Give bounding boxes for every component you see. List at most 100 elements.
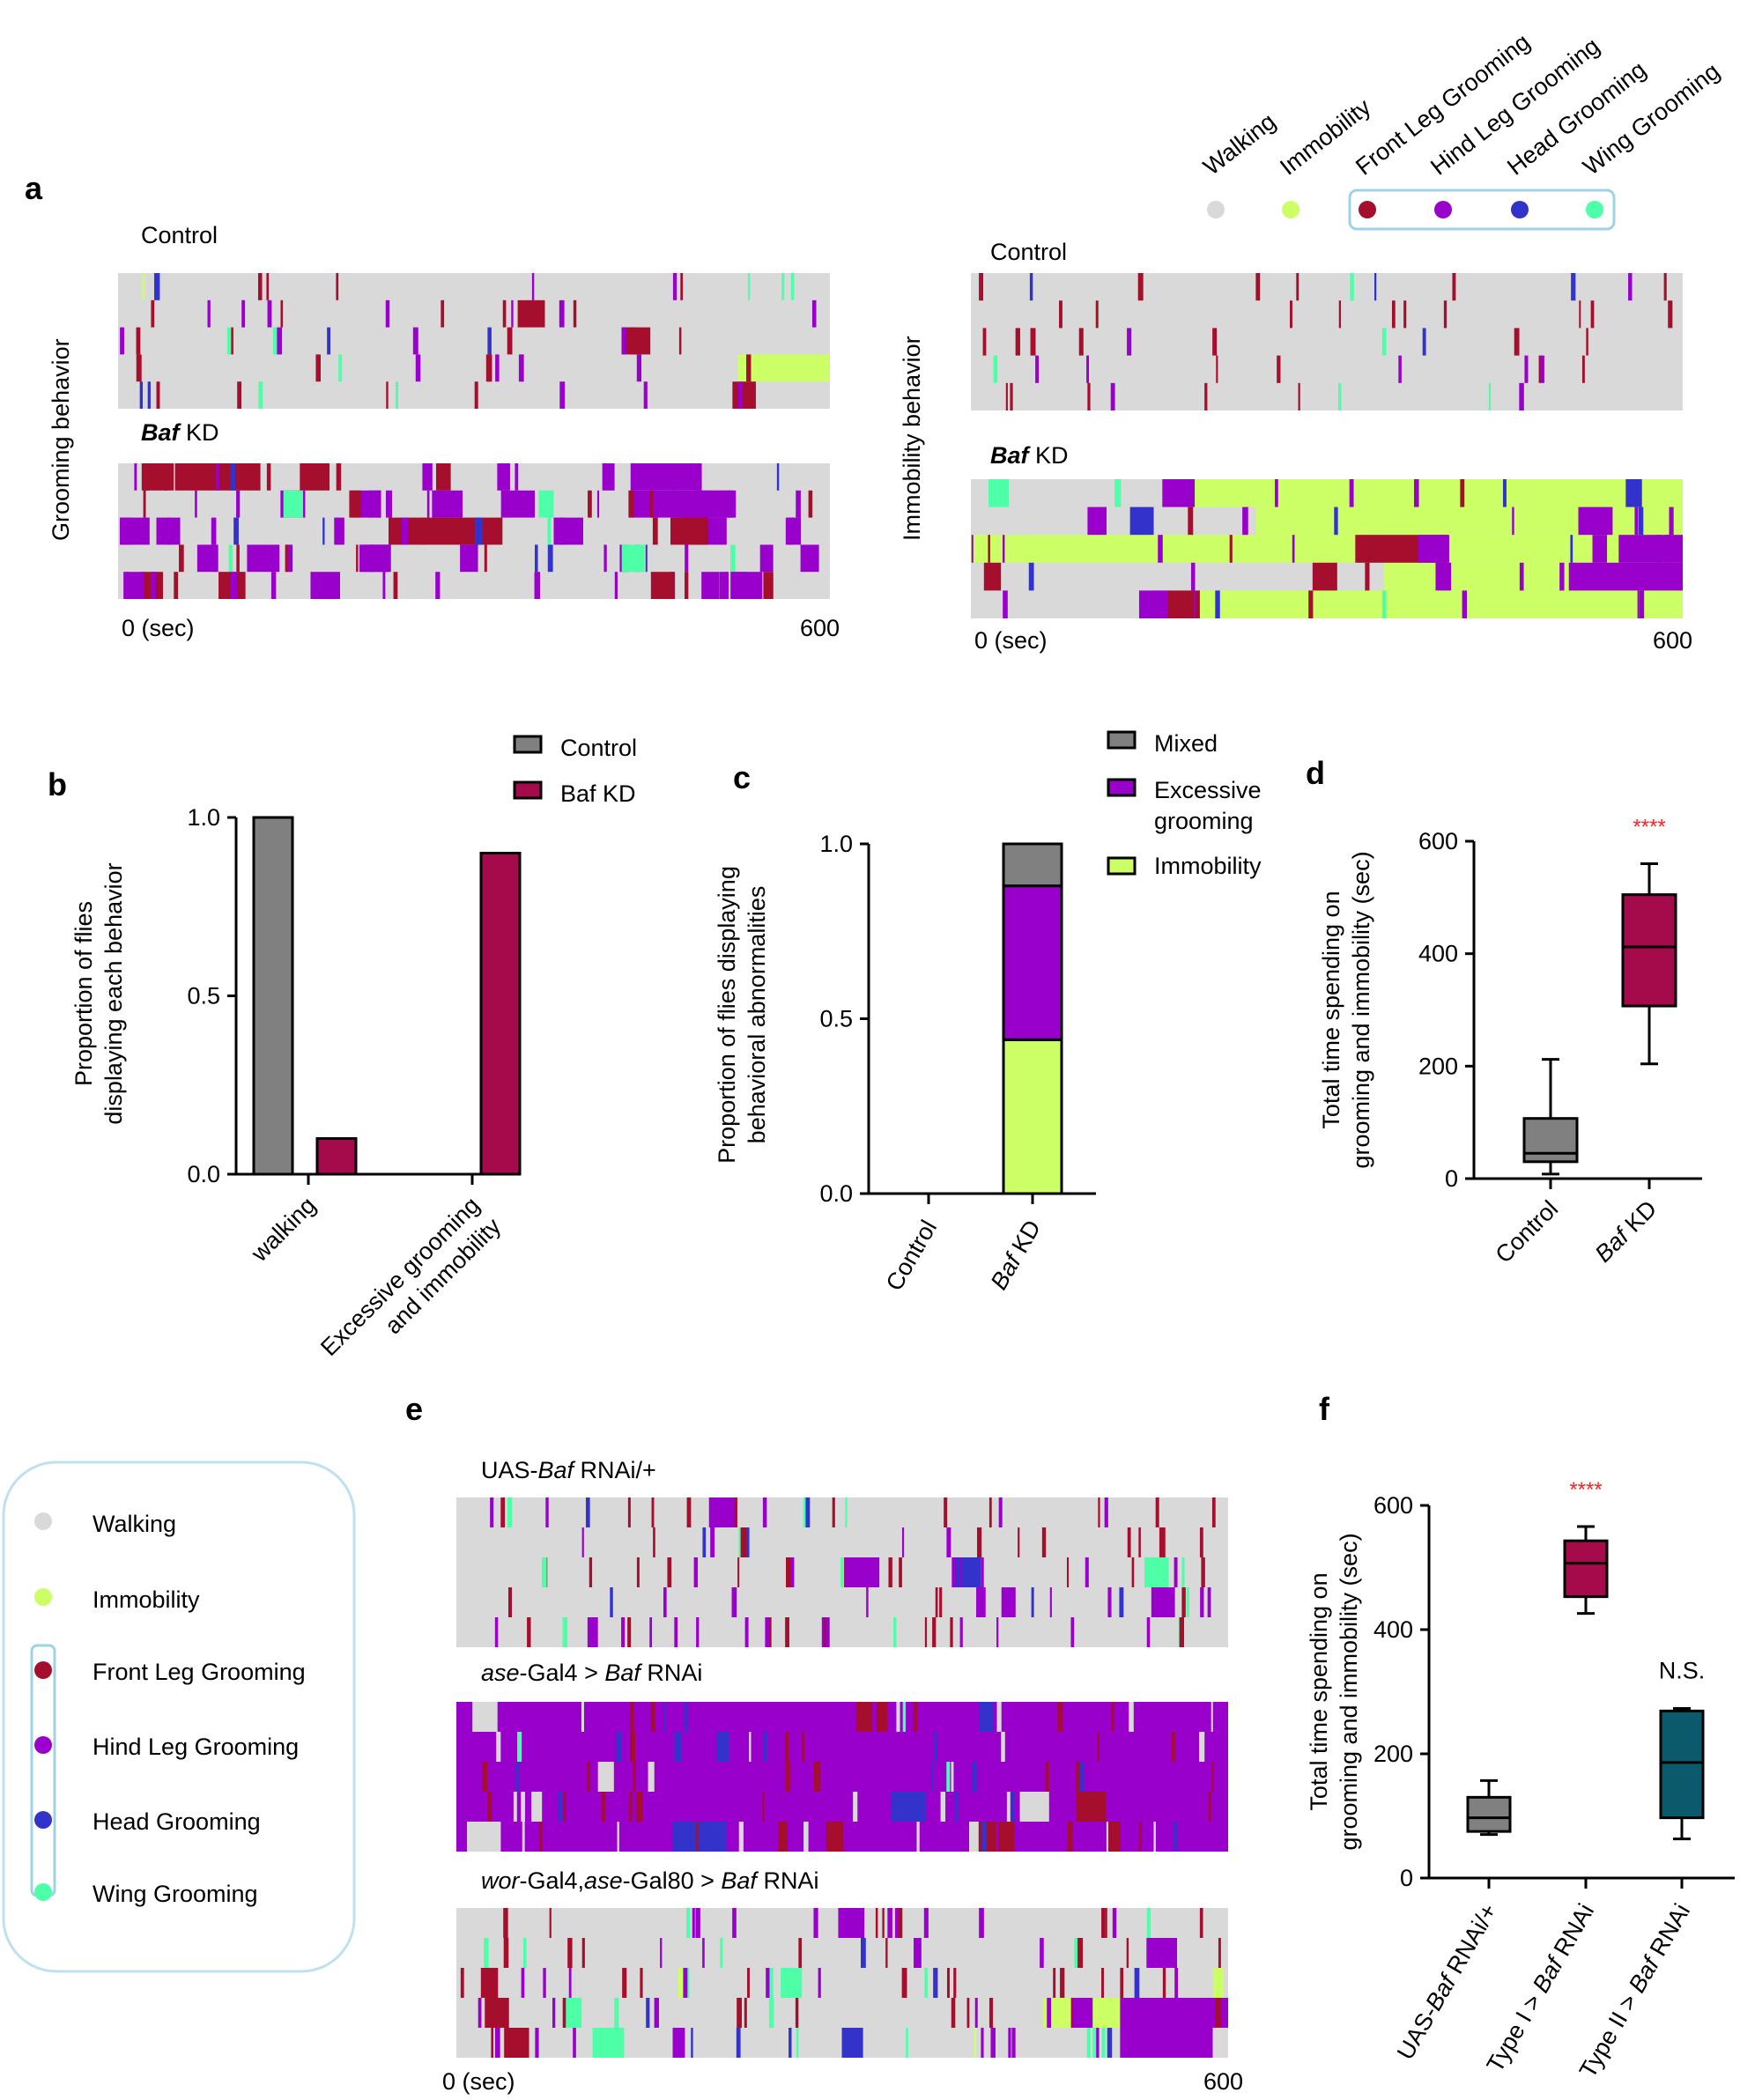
- d-x-label-baf: Baf KD: [1590, 1195, 1662, 1268]
- b-y-tick-label: 0.0: [187, 1161, 220, 1187]
- c-bar-grooming: [1002, 884, 1063, 1041]
- e-label-2-it2: Baf: [604, 1660, 642, 1686]
- raster-event: [1435, 562, 1452, 591]
- raster-a-right-control: [971, 273, 1683, 410]
- raster-event: [805, 1497, 811, 1527]
- raster-event: [1638, 507, 1644, 536]
- raster-event: [1106, 1822, 1108, 1852]
- raster-event: [1242, 507, 1248, 536]
- raster-event: [841, 2028, 863, 2058]
- raster-event: [1076, 1792, 1107, 1822]
- raster-event: [280, 299, 284, 328]
- c-legend-swatch-immobility: [1107, 856, 1137, 876]
- side-dot-walking: [34, 1512, 52, 1530]
- e-label-1-post: RNAi/+: [574, 1457, 656, 1483]
- e-label-2-it1: ase: [481, 1660, 520, 1686]
- raster-event: [1010, 382, 1013, 410]
- raster-event: [478, 1998, 482, 2028]
- raster-event: [134, 463, 137, 491]
- raster-event: [932, 1617, 937, 1647]
- c-bar-immobility: [1002, 1038, 1063, 1195]
- raster-event: [861, 1938, 866, 1968]
- raster-event: [702, 1938, 705, 1968]
- raster-event: [508, 1587, 512, 1617]
- raster-event: [1045, 1762, 1049, 1792]
- raster-event: [838, 1908, 865, 1938]
- raster-event: [1149, 1998, 1162, 2028]
- raster-event: [840, 1557, 844, 1587]
- c-y-tick-label: 0.0: [819, 1180, 853, 1207]
- raster-event: [1114, 479, 1122, 507]
- raster-event: [645, 544, 648, 573]
- raster-event: [630, 1702, 634, 1732]
- raster-event: [622, 1968, 627, 1998]
- raster-event: [710, 1527, 715, 1557]
- raster-event: [951, 1557, 956, 1587]
- raster-event: [553, 517, 583, 545]
- a-left-control-label: Control: [141, 222, 218, 248]
- e-label-3-post: RNAi: [757, 1867, 819, 1894]
- legend-grooming-box: [1348, 189, 1616, 231]
- raster-event: [934, 1732, 937, 1762]
- raster-event: [990, 2028, 996, 2058]
- raster-event: [663, 1587, 667, 1617]
- raster-event: [988, 1998, 994, 2028]
- raster-event: [441, 299, 445, 328]
- raster-event: [1634, 507, 1639, 536]
- raster-event: [1174, 1557, 1178, 1587]
- raster-event: [484, 544, 487, 573]
- raster-event: [515, 463, 519, 491]
- raster-event: [485, 1998, 509, 2028]
- raster-event: [356, 544, 359, 573]
- raster-event: [516, 1732, 522, 1762]
- side-label-front-leg: Front Leg Grooming: [93, 1659, 306, 1685]
- raster-event: [283, 490, 304, 518]
- c-legend-swatch-mixed: [1107, 730, 1137, 750]
- raster-event: [724, 572, 729, 599]
- raster-event: [735, 1497, 737, 1527]
- raster-event: [195, 490, 197, 518]
- raster-event: [1075, 1762, 1081, 1792]
- raster-event: [1003, 590, 1008, 618]
- raster-event: [747, 1968, 750, 1998]
- raster-event: [139, 381, 144, 409]
- c-legend-label-immobility: Immobility: [1154, 853, 1262, 879]
- legend-dot-immobility: [1282, 201, 1299, 218]
- raster-event: [179, 544, 184, 573]
- raster-event: [1138, 1822, 1142, 1852]
- raster-event: [646, 1998, 650, 2028]
- raster-event: [1094, 2028, 1100, 2058]
- b-ylabel-1: Proportion of flies: [70, 901, 97, 1086]
- raster-event: [901, 1527, 905, 1557]
- raster-event: [640, 1968, 643, 1998]
- raster-event: [763, 1732, 767, 1762]
- raster-event: [336, 517, 344, 545]
- b-y-tick-label: 1.0: [187, 804, 220, 831]
- raster-event: [1669, 507, 1674, 536]
- raster-block: [1568, 562, 1683, 591]
- raster-a-right-control-events: [979, 273, 1673, 410]
- raster-event: [590, 1762, 596, 1792]
- raster-event: [504, 2028, 529, 2058]
- raster-event: [667, 1557, 672, 1587]
- raster-event: [946, 1968, 950, 1998]
- raster-event: [1127, 328, 1132, 356]
- raster-event: [522, 1822, 525, 1852]
- raster-event: [231, 572, 238, 599]
- raster-event: [1200, 1587, 1204, 1617]
- raster-event: [1579, 300, 1581, 329]
- raster-event: [588, 490, 592, 518]
- raster-event: [746, 1822, 761, 1852]
- raster-event: [1289, 300, 1292, 329]
- b-legend-swatch-baf: [513, 780, 543, 800]
- raster-event: [1041, 1527, 1047, 1557]
- a-left-baf-label: Baf KD: [141, 419, 219, 446]
- e-label-3-mid1: -Gal4,: [520, 1867, 585, 1894]
- raster-event: [983, 562, 1002, 591]
- raster-event: [1452, 273, 1456, 301]
- raster-event: [680, 273, 684, 300]
- raster-event: [1129, 1702, 1134, 1732]
- raster-event: [1086, 355, 1090, 383]
- raster-event: [716, 1732, 729, 1762]
- raster-event: [1637, 590, 1640, 618]
